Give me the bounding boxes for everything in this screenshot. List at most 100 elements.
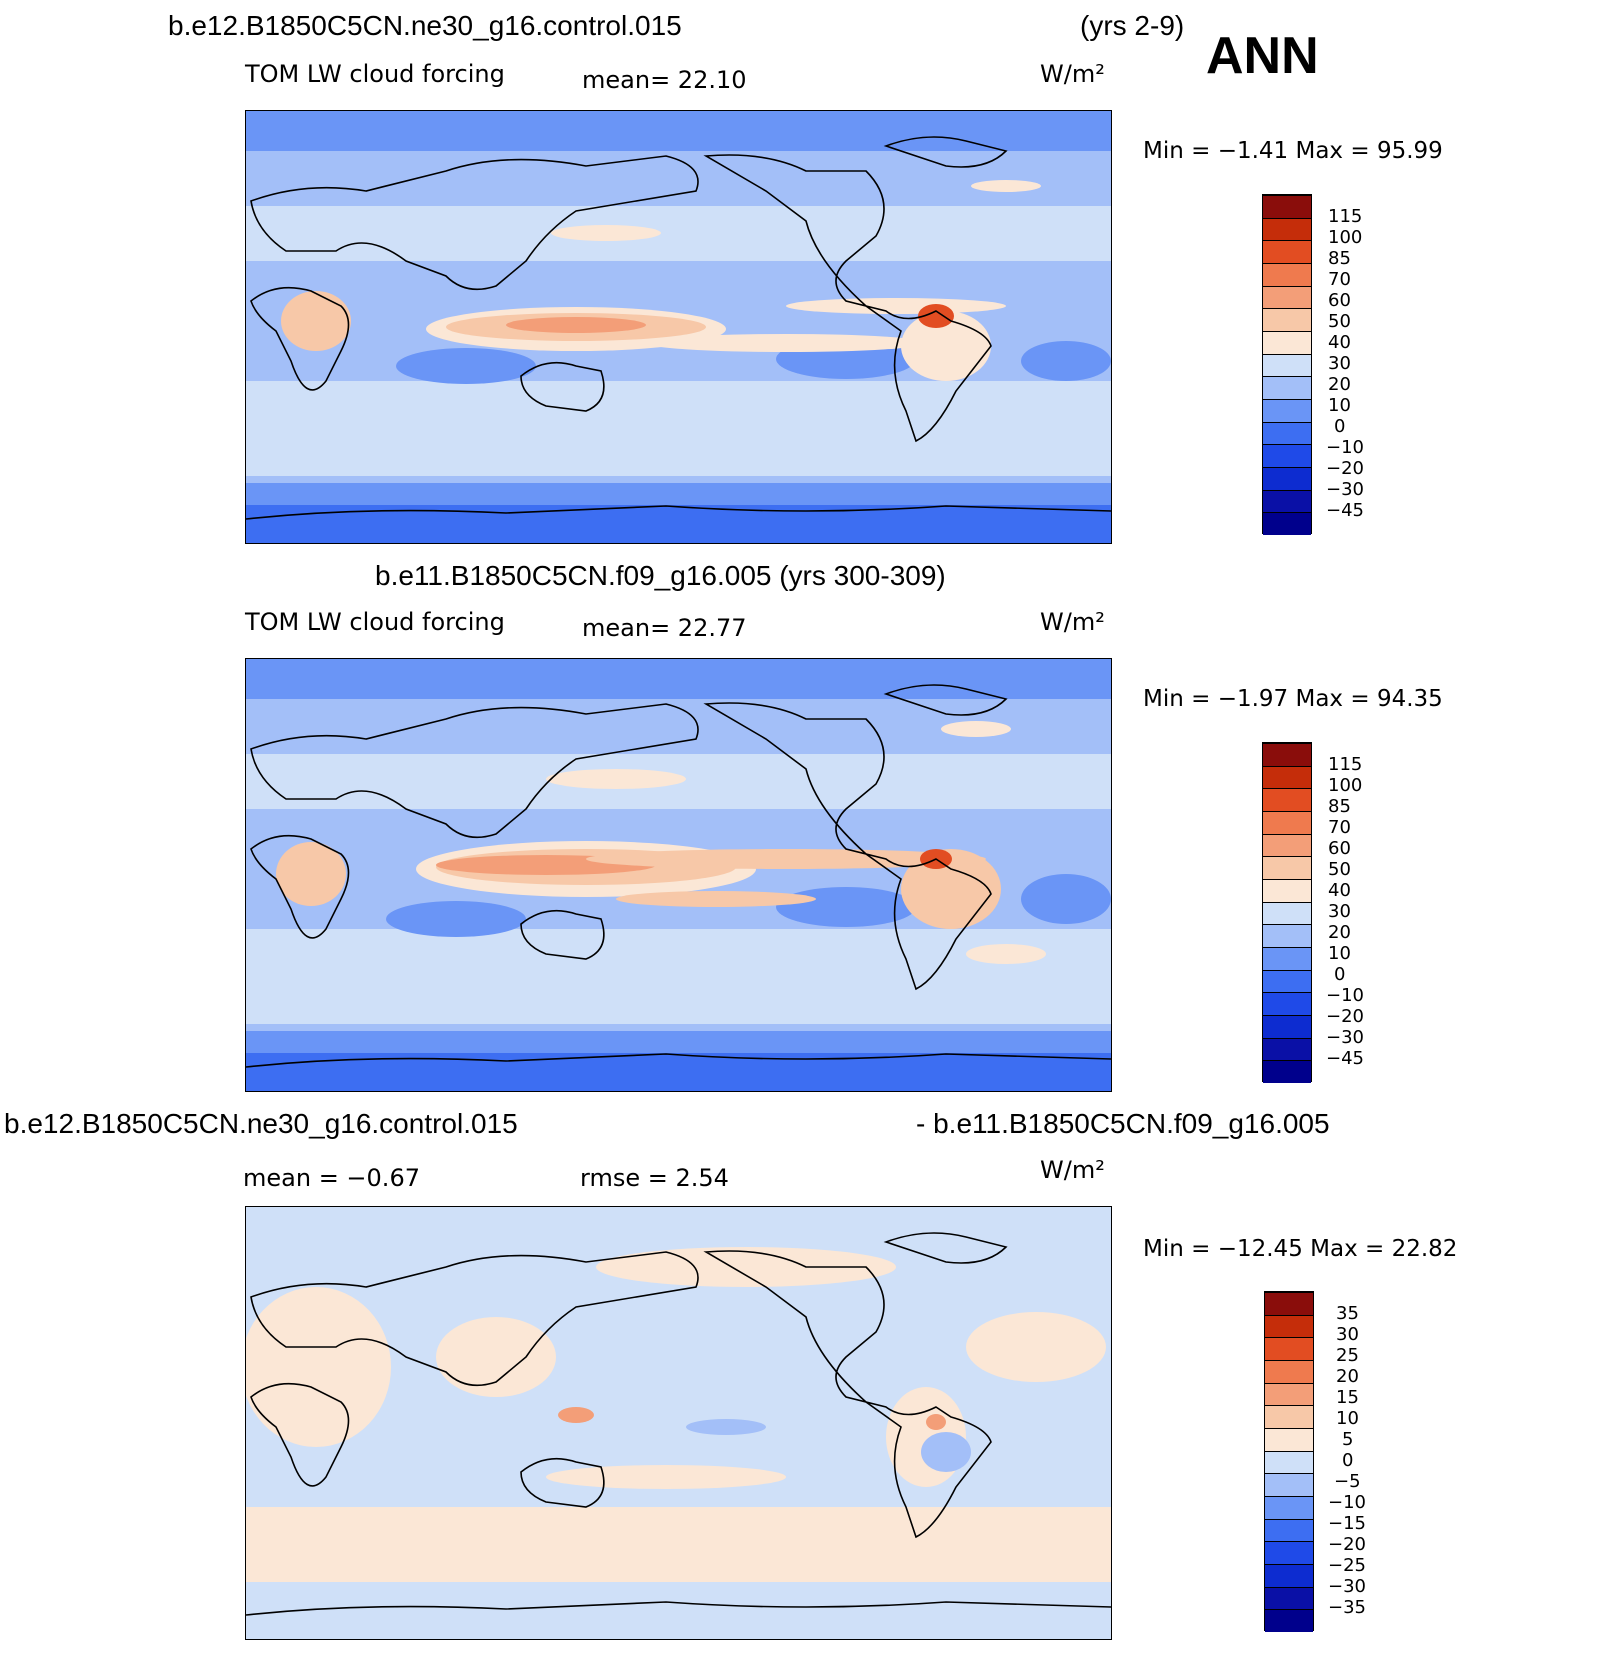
panel3-africa-positive [246, 1287, 391, 1447]
panel2-cb-swatch-14 [1263, 1037, 1311, 1061]
panel2-cb-tick-9: 20 [1328, 922, 1351, 943]
panel2-cb-swatch-9 [1263, 924, 1311, 947]
panel3-s-pacific-positive [546, 1465, 786, 1489]
panel3-minmax: Min = −12.45 Max = 22.82 [1143, 1236, 1458, 1262]
panel3-cb-swatch-2 [1265, 1314, 1313, 1338]
panel3-cb-tick-1: 35 [1336, 1303, 1359, 1324]
panel2-map [245, 658, 1112, 1092]
panel1-cb-tick-8: 30 [1328, 353, 1351, 374]
panel1-cb-swatch-1 [1263, 195, 1311, 218]
panel1-coast-americas [703, 154, 992, 443]
panel1-pacific-itcz [786, 298, 1006, 314]
panel1-cb-tick-6: 50 [1328, 311, 1351, 332]
panel3-n-atlantic-positive [966, 1312, 1106, 1382]
panel3-cb-swatch-11 [1265, 1518, 1313, 1542]
panel1-amazon-convection [901, 311, 991, 381]
panel1-units: W/m² [1040, 60, 1105, 88]
panel1-map-svg [246, 111, 1111, 543]
season-label: ANN [1206, 27, 1319, 85]
panel3-cb-tick-14: −30 [1328, 1576, 1366, 1597]
panel3-cb-swatch-5 [1265, 1382, 1313, 1406]
panel1-cb-swatch-10 [1263, 399, 1311, 422]
panel2-nw-pacific-patch [546, 769, 686, 789]
panel3-cb-tick-8: 0 [1342, 1450, 1354, 1471]
panel3-cb-swatch-12 [1265, 1541, 1313, 1564]
panel3-cb-tick-4: 20 [1336, 1366, 1359, 1387]
panel2-cb-swatch-2 [1263, 765, 1311, 789]
panel3-units: W/m² [1040, 1156, 1105, 1184]
panel2-cb-tick-2: 100 [1328, 775, 1363, 796]
panel3-cb-swatch-9 [1265, 1473, 1313, 1496]
panel3-asia-positive [436, 1317, 556, 1397]
panel1-map [245, 110, 1112, 544]
panel2-amazon-convection [901, 849, 1001, 929]
panel2-cb-swatch-7 [1263, 879, 1311, 902]
panel2-cb-swatch-8 [1263, 901, 1311, 925]
panel2-cb-tick-13: −20 [1326, 1006, 1364, 1027]
panel2-cb-swatch-13 [1263, 1015, 1311, 1038]
panel1-cb-swatch-2 [1263, 217, 1311, 241]
panel3-cb-tick-12: −20 [1328, 1534, 1366, 1555]
panel2-s-atlantic-patch [966, 944, 1046, 964]
panel2-cb-swatch-12 [1263, 992, 1311, 1015]
panel2-n-atlantic-patch [941, 721, 1011, 737]
panel2-cb-swatch-15 [1263, 1060, 1311, 1083]
panel3-coast-greenland [883, 1232, 1008, 1264]
panel2-arctic-band [246, 659, 1111, 699]
panel3-cb-tick-13: −25 [1328, 1555, 1366, 1576]
panel2-coast-antarctica [246, 1053, 1111, 1068]
panel3-case-title: b.e12.B1850C5CN.ne30_g16.control.015 [4, 1108, 518, 1139]
panel2-s-atlantic-low [1021, 874, 1111, 924]
panel1-southern-ocean-band [246, 483, 1111, 505]
panel1-spcz [646, 334, 926, 352]
panel3-cb-tick-9: −5 [1334, 1471, 1361, 1492]
panel1-cb-swatch-8 [1263, 353, 1311, 377]
panel3-cb-tick-3: 25 [1336, 1345, 1359, 1366]
panel1-cb-swatch-15 [1263, 512, 1311, 535]
panel3-coast-australia [520, 1457, 605, 1508]
panel2-cb-tick-10: 10 [1328, 943, 1351, 964]
panel2-cb-swatch-4 [1263, 811, 1311, 834]
panel3-cb-tick-6: 10 [1336, 1408, 1359, 1429]
panel2-minmax: Min = −1.97 Max = 94.35 [1143, 686, 1443, 712]
panel3-coast-eurasia [250, 1251, 699, 1387]
panel1-coast-africa [250, 286, 350, 391]
panel1-sh-midlat-band [246, 381, 1111, 476]
panel2-map-svg [246, 659, 1111, 1091]
panel1-colombia-max [918, 304, 954, 328]
panel2-cb-tick-11: 0 [1334, 964, 1346, 985]
panel2-spcz [616, 891, 816, 907]
panel3-coast-americas [703, 1250, 992, 1539]
panel1-n-atlantic-patch [971, 180, 1041, 192]
panel2-cb-tick-7: 40 [1328, 880, 1351, 901]
panel3-amazon-negative [921, 1432, 971, 1472]
panel1-years: (yrs 2-9) [1080, 10, 1185, 41]
panel3-cb-tick-15: −35 [1328, 1597, 1366, 1618]
panel3-cb-tick-10: −10 [1328, 1492, 1366, 1513]
panel2-cb-tick-8: 30 [1328, 901, 1351, 922]
panel1-cb-tick-10: 10 [1328, 395, 1351, 416]
panel1-s-atlantic-low [1021, 341, 1111, 381]
panel2-cb-tick-5: 60 [1328, 838, 1351, 859]
panel3-n-pacific-positive [596, 1247, 896, 1287]
panel1-colorbar-box [1262, 194, 1312, 535]
panel2-coast-americas [703, 702, 992, 991]
panel2-antarctic-band [246, 1051, 1111, 1091]
panel1-nw-pacific-patch [551, 225, 661, 241]
panel3-colorbar-box [1264, 1291, 1314, 1632]
panel1-cb-tick-5: 60 [1328, 290, 1351, 311]
panel1-mean: mean= 22.10 [582, 66, 747, 94]
panel3-cb-swatch-15 [1265, 1609, 1313, 1632]
panel1-cb-swatch-5 [1263, 285, 1311, 309]
panel2-cb-tick-3: 85 [1328, 796, 1351, 817]
panel3-cb-swatch-13 [1265, 1564, 1313, 1587]
panel1-africa-convection [281, 291, 351, 351]
panel1-cb-tick-12: −10 [1326, 437, 1364, 458]
panel2-southern-ocean-band [246, 1031, 1111, 1053]
panel2-cb-tick-15: −45 [1326, 1048, 1364, 1069]
panel1-coast-greenland [883, 136, 1008, 168]
panel1-cb-swatch-11 [1263, 421, 1311, 445]
panel1-cb-swatch-4 [1263, 263, 1311, 286]
panel1-nh-midlat-band [246, 206, 1111, 261]
panel2-units: W/m² [1040, 608, 1105, 636]
